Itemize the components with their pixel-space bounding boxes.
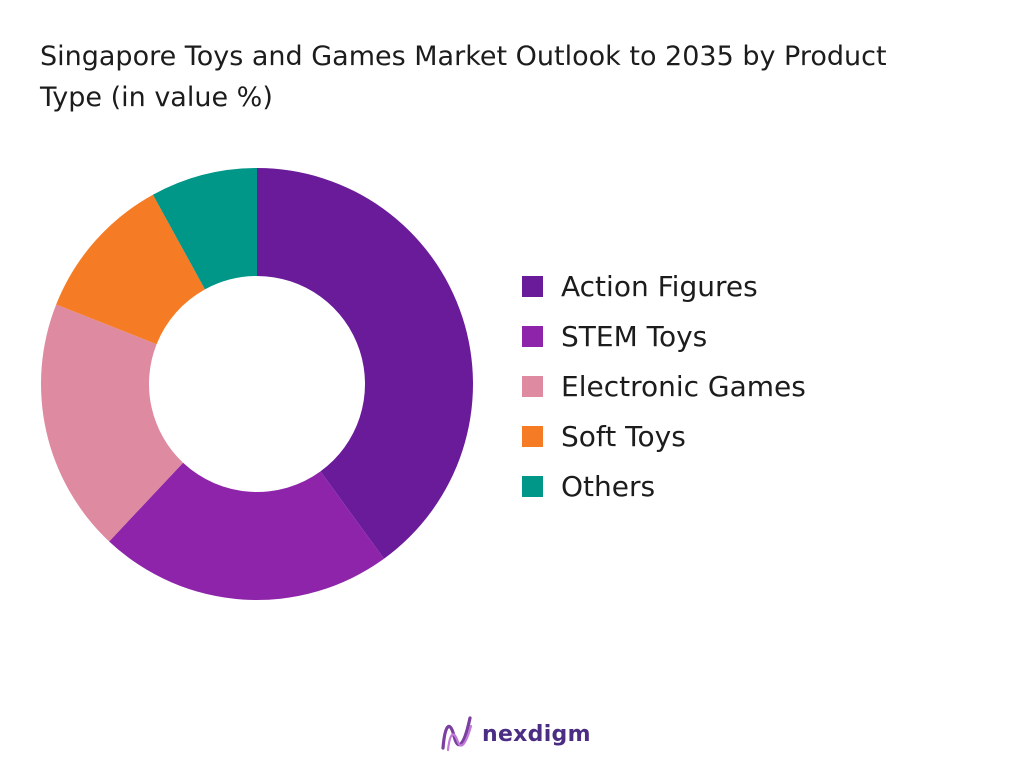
slice-others — [152, 168, 257, 290]
legend-label-stem-toys: STEM Toys — [561, 319, 708, 353]
legend-swatch-electronic-games — [522, 375, 543, 397]
legend-item-stem-toys: STEM Toys — [522, 311, 806, 361]
brand-name: nexdigm — [482, 721, 591, 747]
legend-item-others: Others — [522, 461, 806, 511]
slice-stem-toys — [109, 462, 384, 600]
brand-logo: nexdigm — [440, 714, 591, 754]
legend-swatch-soft-toys — [522, 425, 543, 447]
legend-label-electronic-games: Electronic Games — [561, 369, 806, 403]
legend-item-soft-toys: Soft Toys — [522, 411, 806, 461]
legend: Action Figures STEM Toys Electronic Games S… — [522, 261, 806, 511]
slice-soft-toys — [56, 194, 205, 345]
chart-title: Singapore Toys and Games Market Outlook … — [40, 41, 887, 113]
legend-item-electronic-games: Electronic Games — [522, 361, 806, 411]
nexdigm-logo-icon — [441, 716, 473, 752]
slice-action-figures — [257, 168, 473, 559]
legend-label-action-figures: Action Figures — [561, 269, 758, 303]
legend-swatch-others — [522, 475, 543, 497]
legend-swatch-action-figures — [522, 275, 543, 297]
legend-label-others: Others — [561, 469, 656, 503]
legend-swatch-stem-toys — [522, 325, 543, 347]
legend-item-action-figures: Action Figures — [522, 261, 806, 311]
slice-electronic-games — [41, 304, 184, 542]
legend-label-soft-toys: Soft Toys — [561, 419, 686, 453]
donut-slices — [41, 168, 473, 600]
